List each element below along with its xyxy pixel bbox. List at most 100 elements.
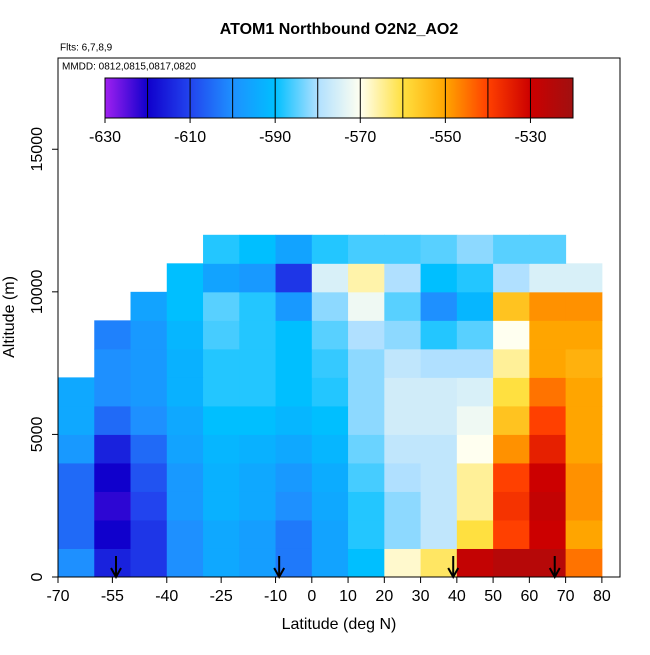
heatmap-cell xyxy=(456,348,494,378)
heatmap-cell xyxy=(275,320,313,350)
heatmap-cell xyxy=(493,291,530,321)
heatmap-cell xyxy=(420,519,458,549)
heatmap-cell xyxy=(239,320,277,350)
heatmap-cell xyxy=(203,519,240,549)
colorbar-tick-label: -530 xyxy=(514,129,546,146)
annotation: MMDD: 0812,0815,0817,0820 xyxy=(62,62,196,73)
heatmap-cell xyxy=(456,320,494,350)
heatmap-cell xyxy=(94,462,132,492)
heatmap-cell xyxy=(203,348,240,378)
heatmap-cell xyxy=(58,491,95,521)
heatmap-cell xyxy=(456,491,494,521)
heatmap-cell xyxy=(529,320,567,350)
heatmap-cell xyxy=(275,491,313,521)
heatmap-cell xyxy=(166,348,204,378)
x-tick-label: -55 xyxy=(101,588,124,605)
heatmap-cell xyxy=(130,491,168,521)
plot-frame xyxy=(57,57,621,578)
x-tick-label: 30 xyxy=(412,588,430,605)
x-tick-label: -10 xyxy=(264,588,287,605)
x-tick-label: 0 xyxy=(307,588,316,605)
heatmap-cell xyxy=(58,377,95,407)
heatmap-cell xyxy=(348,462,385,492)
heatmap-cell xyxy=(456,519,494,549)
heatmap-cell xyxy=(311,263,349,293)
heatmap-cell xyxy=(348,234,385,264)
heatmap-cell xyxy=(420,320,458,350)
heatmap-cell xyxy=(420,348,458,378)
heatmap-cell xyxy=(311,320,349,350)
heatmap-cell xyxy=(348,291,385,321)
heatmap-cell xyxy=(130,434,168,464)
heatmap-cell xyxy=(239,348,277,378)
heatmap-cell xyxy=(456,377,494,407)
heatmap-cell xyxy=(311,377,349,407)
heatmap-cell xyxy=(565,519,603,549)
heatmap-cell xyxy=(529,348,567,378)
heatmap-cell xyxy=(384,234,422,264)
heatmap-cell xyxy=(565,462,603,492)
heatmap-cell xyxy=(94,377,132,407)
heatmap-cell xyxy=(456,234,494,264)
heatmap-cell xyxy=(348,519,385,549)
heatmap-cell xyxy=(529,462,567,492)
heatmap-cell xyxy=(203,234,240,264)
heatmap-cell xyxy=(166,263,204,293)
x-tick-label: 20 xyxy=(375,588,393,605)
heatmap-cell xyxy=(456,434,494,464)
heatmap-cell xyxy=(130,291,168,321)
heatmap-cell xyxy=(239,377,277,407)
y-tick-label: 5000 xyxy=(29,417,46,453)
heatmap-cell xyxy=(275,434,313,464)
heatmap-cell xyxy=(493,491,530,521)
heatmap-cell xyxy=(311,405,349,435)
heatmap-cell xyxy=(130,348,168,378)
heatmap-cell xyxy=(275,348,313,378)
heatmap-cell xyxy=(493,519,530,549)
colorbar-tick-label: -610 xyxy=(174,129,206,146)
colorbar xyxy=(104,77,574,119)
heatmap-cell xyxy=(565,348,603,378)
heatmap-cell xyxy=(529,434,567,464)
x-tick-label: 80 xyxy=(593,588,611,605)
heatmap-cell xyxy=(203,320,240,350)
colorbar-tick-label: -630 xyxy=(89,129,121,146)
heatmap-cell xyxy=(384,548,422,578)
heatmap-cell xyxy=(311,491,349,521)
heatmap-cell xyxy=(311,462,349,492)
heatmap-cell xyxy=(348,491,385,521)
heatmap-cell xyxy=(166,548,204,578)
heatmap-cell xyxy=(420,434,458,464)
heatmap-cell xyxy=(166,491,204,521)
heatmap-cell xyxy=(311,434,349,464)
heatmap-cell xyxy=(420,263,458,293)
x-axis-label: Latitude (deg N) xyxy=(282,616,397,633)
heatmap-cell xyxy=(203,548,240,578)
heatmap-cell xyxy=(493,320,530,350)
heatmap-cell xyxy=(130,548,168,578)
x-tick-label: 40 xyxy=(448,588,466,605)
heatmap-cell xyxy=(203,291,240,321)
heatmap-cell xyxy=(94,434,132,464)
x-tick-label: 60 xyxy=(520,588,538,605)
heatmap-cell xyxy=(348,263,385,293)
heatmap-cell xyxy=(166,377,204,407)
heatmap-cell xyxy=(420,405,458,435)
heatmap-cell xyxy=(348,348,385,378)
heatmap-cell xyxy=(239,462,277,492)
heatmap-cell xyxy=(239,519,277,549)
heatmap-cell xyxy=(275,234,313,264)
heatmap-cell xyxy=(275,263,313,293)
heatmap-cell xyxy=(275,462,313,492)
heatmap-cell xyxy=(529,548,567,578)
heatmap-cell xyxy=(456,462,494,492)
heatmap-cell xyxy=(384,519,422,549)
heatmap-cell xyxy=(130,519,168,549)
heatmap-cell xyxy=(203,491,240,521)
heatmap-cell xyxy=(529,234,567,264)
heatmap-cell xyxy=(565,320,603,350)
heatmap-cell xyxy=(384,405,422,435)
heatmap-cell xyxy=(420,491,458,521)
y-tick-label: 10000 xyxy=(29,269,46,314)
